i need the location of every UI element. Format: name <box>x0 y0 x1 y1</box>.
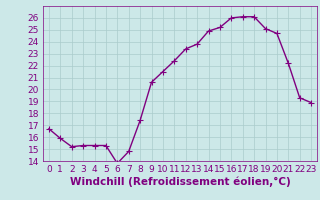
X-axis label: Windchill (Refroidissement éolien,°C): Windchill (Refroidissement éolien,°C) <box>70 177 290 187</box>
